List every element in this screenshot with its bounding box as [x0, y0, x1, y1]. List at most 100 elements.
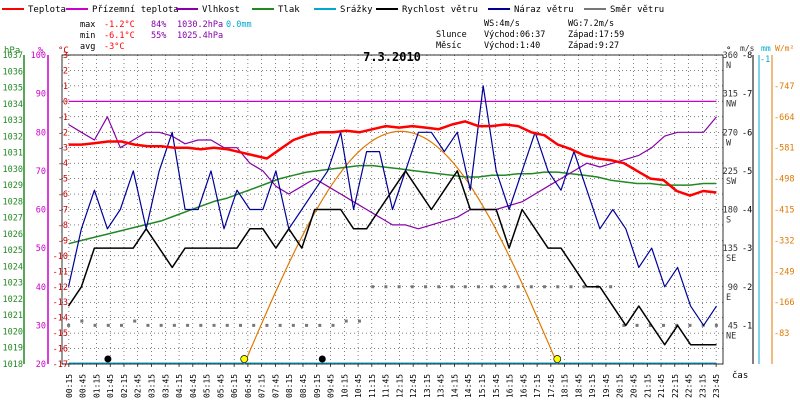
legend-label: Náraz větru	[514, 5, 574, 15]
humidity-axis-tick: 80	[36, 128, 46, 138]
solar-tick: -332	[774, 236, 794, 246]
x-tick-label: 21:45	[657, 374, 666, 398]
rain-tick: -1	[760, 55, 770, 65]
wind-direction-point	[450, 285, 454, 289]
x-tick-label: 08:15	[285, 374, 294, 398]
wind-tick: -8	[742, 51, 752, 61]
x-tick-label: 06:45	[244, 374, 253, 398]
wind-direction-point	[424, 285, 428, 289]
wind-direction-point	[582, 285, 586, 289]
stat-value: 55%	[151, 31, 166, 41]
x-tick-label: 13:15	[423, 374, 432, 398]
wind-axis-unit: m/s	[740, 44, 755, 53]
humidity-axis-tick: 60	[36, 206, 46, 216]
wind-direction-point	[80, 319, 84, 323]
x-tick-label: 06:15	[230, 374, 239, 398]
wind-direction-point	[635, 323, 639, 327]
wind-direction-point	[344, 319, 348, 323]
plot-frame	[61, 54, 724, 365]
wind-direction-point	[622, 323, 626, 327]
stat-value: -3°C	[104, 42, 124, 52]
x-tick-label: 20:45	[629, 374, 638, 398]
solar-tick: -747	[774, 82, 794, 92]
moonset-stat: Západ:9:27	[568, 41, 619, 51]
temperature-axis-tick: -16	[53, 345, 68, 355]
wind-tick: -4	[742, 206, 752, 216]
sun-label: Slunce	[436, 30, 467, 40]
solar-curve	[243, 130, 558, 365]
wind-direction-point	[490, 285, 494, 289]
wind-direction-point	[529, 285, 533, 289]
temperature-axis-tick: -13	[53, 298, 68, 308]
legend-label: Srážky	[340, 5, 373, 15]
wind-direction-point	[252, 323, 256, 327]
x-tick-label: 00:45	[79, 374, 88, 398]
moonrise-marker	[104, 355, 112, 363]
x-tick-label: 09:45	[327, 374, 336, 398]
x-tick-label: 07:45	[271, 374, 280, 398]
stat-value: 1030.2hPa	[177, 20, 223, 30]
direction-tick: 135	[723, 244, 738, 254]
x-tick-label: 05:45	[216, 374, 225, 398]
wind-direction-point	[199, 323, 203, 327]
direction-label: NW	[726, 100, 737, 110]
solar-axis-unit: W/m²	[775, 44, 794, 53]
pressure-axis-tick: 1022	[3, 295, 23, 305]
temperature-axis-tick: -10	[53, 252, 68, 262]
x-tick-label: 18:15	[561, 374, 570, 398]
humidity-axis-tick: 90	[36, 90, 46, 100]
wind-direction-point	[172, 323, 176, 327]
moon-label: Měsíc	[436, 41, 462, 51]
wind-direction-point	[119, 323, 123, 327]
stat-value: min	[80, 31, 95, 41]
legend-label: Směr větru	[610, 5, 664, 15]
wind-direction-point	[106, 323, 110, 327]
x-tick-label: 13:45	[437, 374, 446, 398]
wind-direction-point	[305, 323, 309, 327]
legend-label: Rychlost větru	[402, 5, 478, 15]
temperature-axis-tick: -4	[58, 159, 68, 169]
wind-direction-point	[397, 285, 401, 289]
x-tick-label: 01:15	[92, 374, 101, 398]
direction-tick: 45	[728, 321, 738, 331]
temperature-line	[68, 120, 717, 197]
x-tick-label: 07:15	[258, 374, 267, 398]
humidity-axis-tick: 40	[36, 283, 46, 293]
pressure-axis-tick: 1032	[3, 132, 23, 142]
legend-label: Teplota	[28, 5, 66, 15]
x-tick-label: 12:45	[409, 374, 418, 398]
solar-tick: -664	[774, 113, 794, 123]
temperature-axis-tick: -15	[53, 329, 68, 339]
temperature-axis-tick: 3	[63, 51, 68, 61]
legend-label: Tlak	[278, 5, 300, 15]
wind-direction-point	[318, 323, 322, 327]
x-tick-label: 04:15	[175, 374, 184, 398]
solar-tick: -581	[774, 144, 794, 154]
wind-direction-point	[291, 323, 295, 327]
humidity-axis-tick: 20	[36, 360, 46, 370]
wind-direction-point	[146, 323, 150, 327]
direction-label: NE	[726, 331, 736, 341]
wind-direction-point	[569, 285, 573, 289]
stat-value: -1.2°C	[104, 20, 135, 30]
temperature-axis-tick: -11	[53, 267, 68, 277]
stat-value: -6.1°C	[104, 31, 135, 41]
x-tick-label: 03:45	[161, 374, 170, 398]
wind-gust-stat: WG:7.2m/s	[568, 19, 614, 29]
pressure-axis-tick: 1019	[3, 344, 23, 354]
direction-label: S	[726, 216, 731, 226]
x-tick-label: 20:15	[616, 374, 625, 398]
wind-direction-point	[437, 285, 441, 289]
stat-value: avg	[80, 42, 95, 52]
humidity-line	[68, 116, 717, 230]
pressure-axis-tick: 1033	[3, 116, 23, 126]
x-tick-label: 14:15	[450, 374, 459, 398]
pressure-axis-tick: 1027	[3, 214, 23, 224]
pressure-axis-tick: 1031	[3, 149, 23, 159]
wind-direction-point	[133, 319, 137, 323]
wind-direction-point	[278, 323, 282, 327]
wind-speed-stat: WS:4m/s	[484, 19, 520, 29]
humidity-axis-tick: 50	[36, 244, 46, 254]
pressure-axis-tick: 1029	[3, 181, 23, 191]
moonrise-stat: Východ:1:40	[484, 41, 540, 51]
